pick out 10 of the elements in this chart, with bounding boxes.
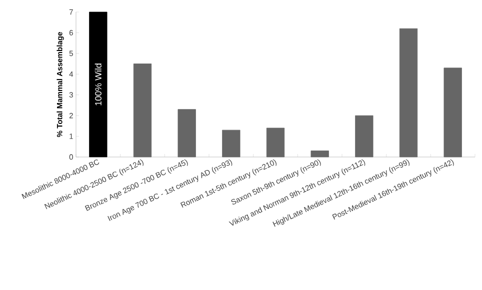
- bar: [89, 12, 108, 158]
- bar: [310, 150, 329, 158]
- bar: [399, 28, 418, 158]
- bar: [444, 68, 462, 158]
- bar: [266, 128, 285, 158]
- bar: [178, 109, 196, 158]
- bar: [222, 130, 240, 158]
- bar: [133, 64, 152, 158]
- bar: [355, 115, 374, 158]
- annotation: 100% Wild: [94, 64, 102, 106]
